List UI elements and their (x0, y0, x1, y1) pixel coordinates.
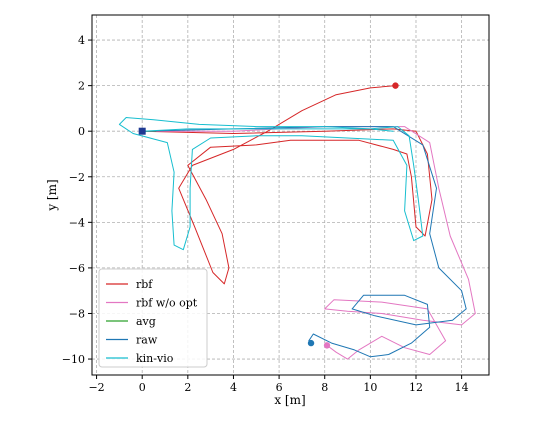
y-tick-label: −8 (69, 307, 85, 320)
start-marker (138, 127, 146, 135)
y-tick-label: 2 (78, 80, 85, 93)
x-tick-label: 0 (139, 381, 146, 394)
x-tick-label: −2 (88, 381, 104, 394)
legend-label-rbf: rbf (136, 278, 153, 291)
y-ticks: 4 2 0 −2 −4 −6 −8 −10 (62, 34, 92, 366)
legend-label-raw: raw (136, 334, 158, 347)
x-tick-label: 12 (409, 381, 423, 394)
y-tick-label: −2 (69, 171, 85, 184)
x-axis-label: x [m] (274, 393, 305, 407)
y-tick-label: −10 (62, 353, 85, 366)
y-tick-label: −4 (69, 216, 85, 229)
end-marker-rbf-w-o-opt (323, 342, 331, 349)
y-tick-label: 0 (78, 125, 85, 138)
x-tick-label: 2 (184, 381, 191, 394)
x-tick-label: 8 (321, 381, 328, 394)
legend: rbf rbf w/o opt avg raw kin-vio (98, 268, 208, 368)
end-marker-raw (307, 339, 315, 347)
y-tick-label: 4 (78, 34, 85, 47)
series-line-raw (141, 126, 467, 358)
plot-frame (91, 14, 490, 376)
y-tick-label: −6 (69, 262, 85, 275)
end-marker-rbf (392, 82, 399, 89)
x-tick-label: 14 (455, 381, 469, 394)
markers-layer (138, 82, 399, 349)
x-tick-label: 10 (363, 381, 377, 394)
legend-label-kin-vio: kin-vio (136, 352, 174, 365)
series-layer (118, 85, 476, 360)
x-tick-label: 6 (276, 381, 283, 394)
legend-label-rbf-w-o-opt: rbf w/o opt (136, 297, 198, 310)
x-ticks: −2 0 2 4 6 8 10 12 14 (88, 375, 469, 394)
legend-label-avg: avg (136, 315, 156, 328)
x-tick-label: 4 (230, 381, 237, 394)
series-line-rbf-w-o-opt (141, 126, 476, 360)
legend-box (98, 268, 208, 368)
y-axis-label: y [m] (45, 179, 59, 211)
series-line-kin-vio (118, 117, 424, 251)
